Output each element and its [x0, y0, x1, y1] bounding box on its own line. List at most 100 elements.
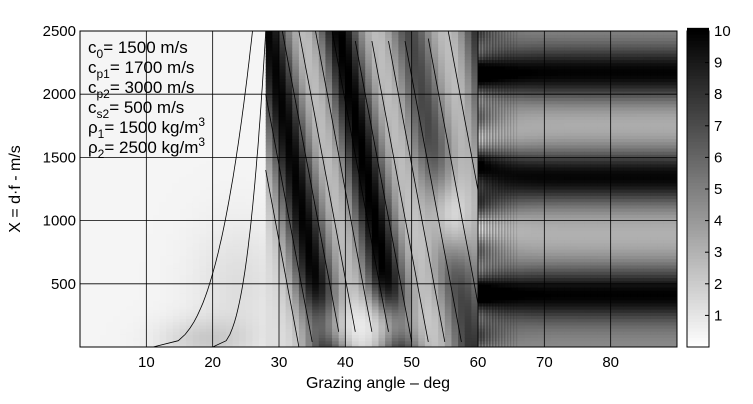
heatmap-cell [318, 138, 327, 143]
heatmap-cell [292, 147, 300, 152]
heatmap-cell [279, 220, 287, 225]
heatmap-cell [139, 173, 147, 177]
heatmap-cell [93, 321, 101, 326]
heatmap-cell [86, 135, 94, 140]
heatmap-cell [206, 328, 214, 332]
heatmap-cell [199, 81, 207, 86]
heatmap-cell [80, 40, 88, 45]
heatmap-cell [152, 211, 161, 215]
heatmap-cell [279, 293, 287, 298]
heatmap-cell [206, 189, 214, 193]
heatmap-cell [371, 128, 380, 133]
heatmap-cell [93, 166, 101, 171]
heatmap-cell [378, 211, 386, 215]
heatmap-cell [212, 91, 220, 95]
heatmap-cell [245, 135, 254, 140]
heatmap-cell [398, 128, 406, 133]
heatmap-cell [391, 91, 399, 95]
heatmap-cell [232, 182, 240, 187]
heatmap-cell [212, 334, 220, 339]
heatmap-cell [219, 138, 227, 143]
heatmap-cell [126, 286, 134, 291]
heatmap-cell [325, 151, 333, 155]
heatmap-cell [245, 119, 254, 124]
heatmap-cell [391, 43, 399, 48]
heatmap-cell [332, 236, 340, 241]
heatmap-cell [186, 173, 194, 177]
heatmap-cell [345, 249, 353, 253]
heatmap-cell [292, 103, 300, 108]
heatmap-cell [285, 170, 293, 174]
heatmap-cell [133, 53, 141, 57]
heatmap-cell [325, 113, 333, 117]
heatmap-cell [332, 309, 340, 313]
heatmap-cell [126, 173, 134, 177]
heatmap-cell [106, 138, 114, 143]
heatmap-cell [113, 163, 121, 168]
heatmap-cell [318, 46, 327, 51]
heatmap-cell [192, 299, 200, 304]
heatmap-cell [385, 302, 393, 307]
heatmap-cell [166, 192, 174, 196]
heatmap-cell [371, 217, 380, 222]
heatmap-cell [126, 207, 134, 212]
heatmap-cell [126, 128, 134, 133]
heatmap-cell [378, 239, 386, 244]
heatmap-cell [351, 125, 360, 130]
heatmap-cell [391, 249, 399, 253]
heatmap-cell [312, 201, 320, 206]
heatmap-cell [113, 43, 121, 48]
heatmap-cell [86, 293, 94, 298]
heatmap-cell [186, 324, 194, 329]
heatmap-cell [232, 302, 240, 307]
heatmap-cell [152, 78, 161, 83]
heatmap-cell [245, 65, 254, 70]
heatmap-cell [212, 37, 220, 42]
heatmap-cell [332, 179, 340, 184]
heatmap-cell [272, 75, 280, 79]
heatmap-cell [146, 68, 154, 73]
heatmap-cell [99, 56, 108, 61]
heatmap-cell [312, 258, 320, 263]
heatmap-cell [192, 195, 200, 200]
heatmap-cell [325, 315, 333, 320]
heatmap-cell [172, 242, 181, 247]
heatmap-cell [259, 144, 267, 149]
heatmap-cell [225, 78, 234, 83]
heatmap-cell [192, 274, 200, 279]
heatmap-cell [206, 37, 214, 42]
heatmap-cell [225, 324, 234, 329]
heatmap-cell [186, 31, 194, 35]
heatmap-cell [332, 43, 340, 48]
heatmap-cell [166, 72, 174, 76]
heatmap-cell [371, 321, 380, 326]
heatmap-cell [305, 283, 313, 288]
heatmap-cell [219, 75, 227, 79]
heatmap-cell [398, 299, 406, 304]
heatmap-cell [106, 334, 114, 339]
heatmap-cell [305, 132, 313, 136]
heatmap-cell [292, 106, 300, 111]
heatmap-cell [133, 81, 141, 86]
heatmap-cell [398, 204, 406, 209]
heatmap-cell [292, 189, 300, 193]
heatmap-cell [219, 103, 227, 108]
heatmap-cell [126, 233, 134, 237]
heatmap-cell [332, 119, 340, 124]
heatmap-cell [272, 84, 280, 89]
heatmap-cell [365, 318, 373, 323]
heatmap-cell [159, 255, 167, 260]
heatmap-cell [265, 249, 273, 253]
heatmap-cell [345, 324, 353, 329]
heatmap-cell [166, 46, 174, 51]
heatmap-cell [312, 331, 320, 335]
heatmap-cell [345, 147, 353, 152]
heatmap-cell [199, 78, 207, 83]
heatmap-cell [80, 207, 88, 212]
heatmap-cell [80, 274, 88, 279]
heatmap-cell [245, 340, 254, 345]
heatmap-cell [385, 331, 393, 335]
heatmap-cell [398, 309, 406, 313]
heatmap-cell [252, 94, 260, 98]
heatmap-cell [172, 271, 181, 275]
